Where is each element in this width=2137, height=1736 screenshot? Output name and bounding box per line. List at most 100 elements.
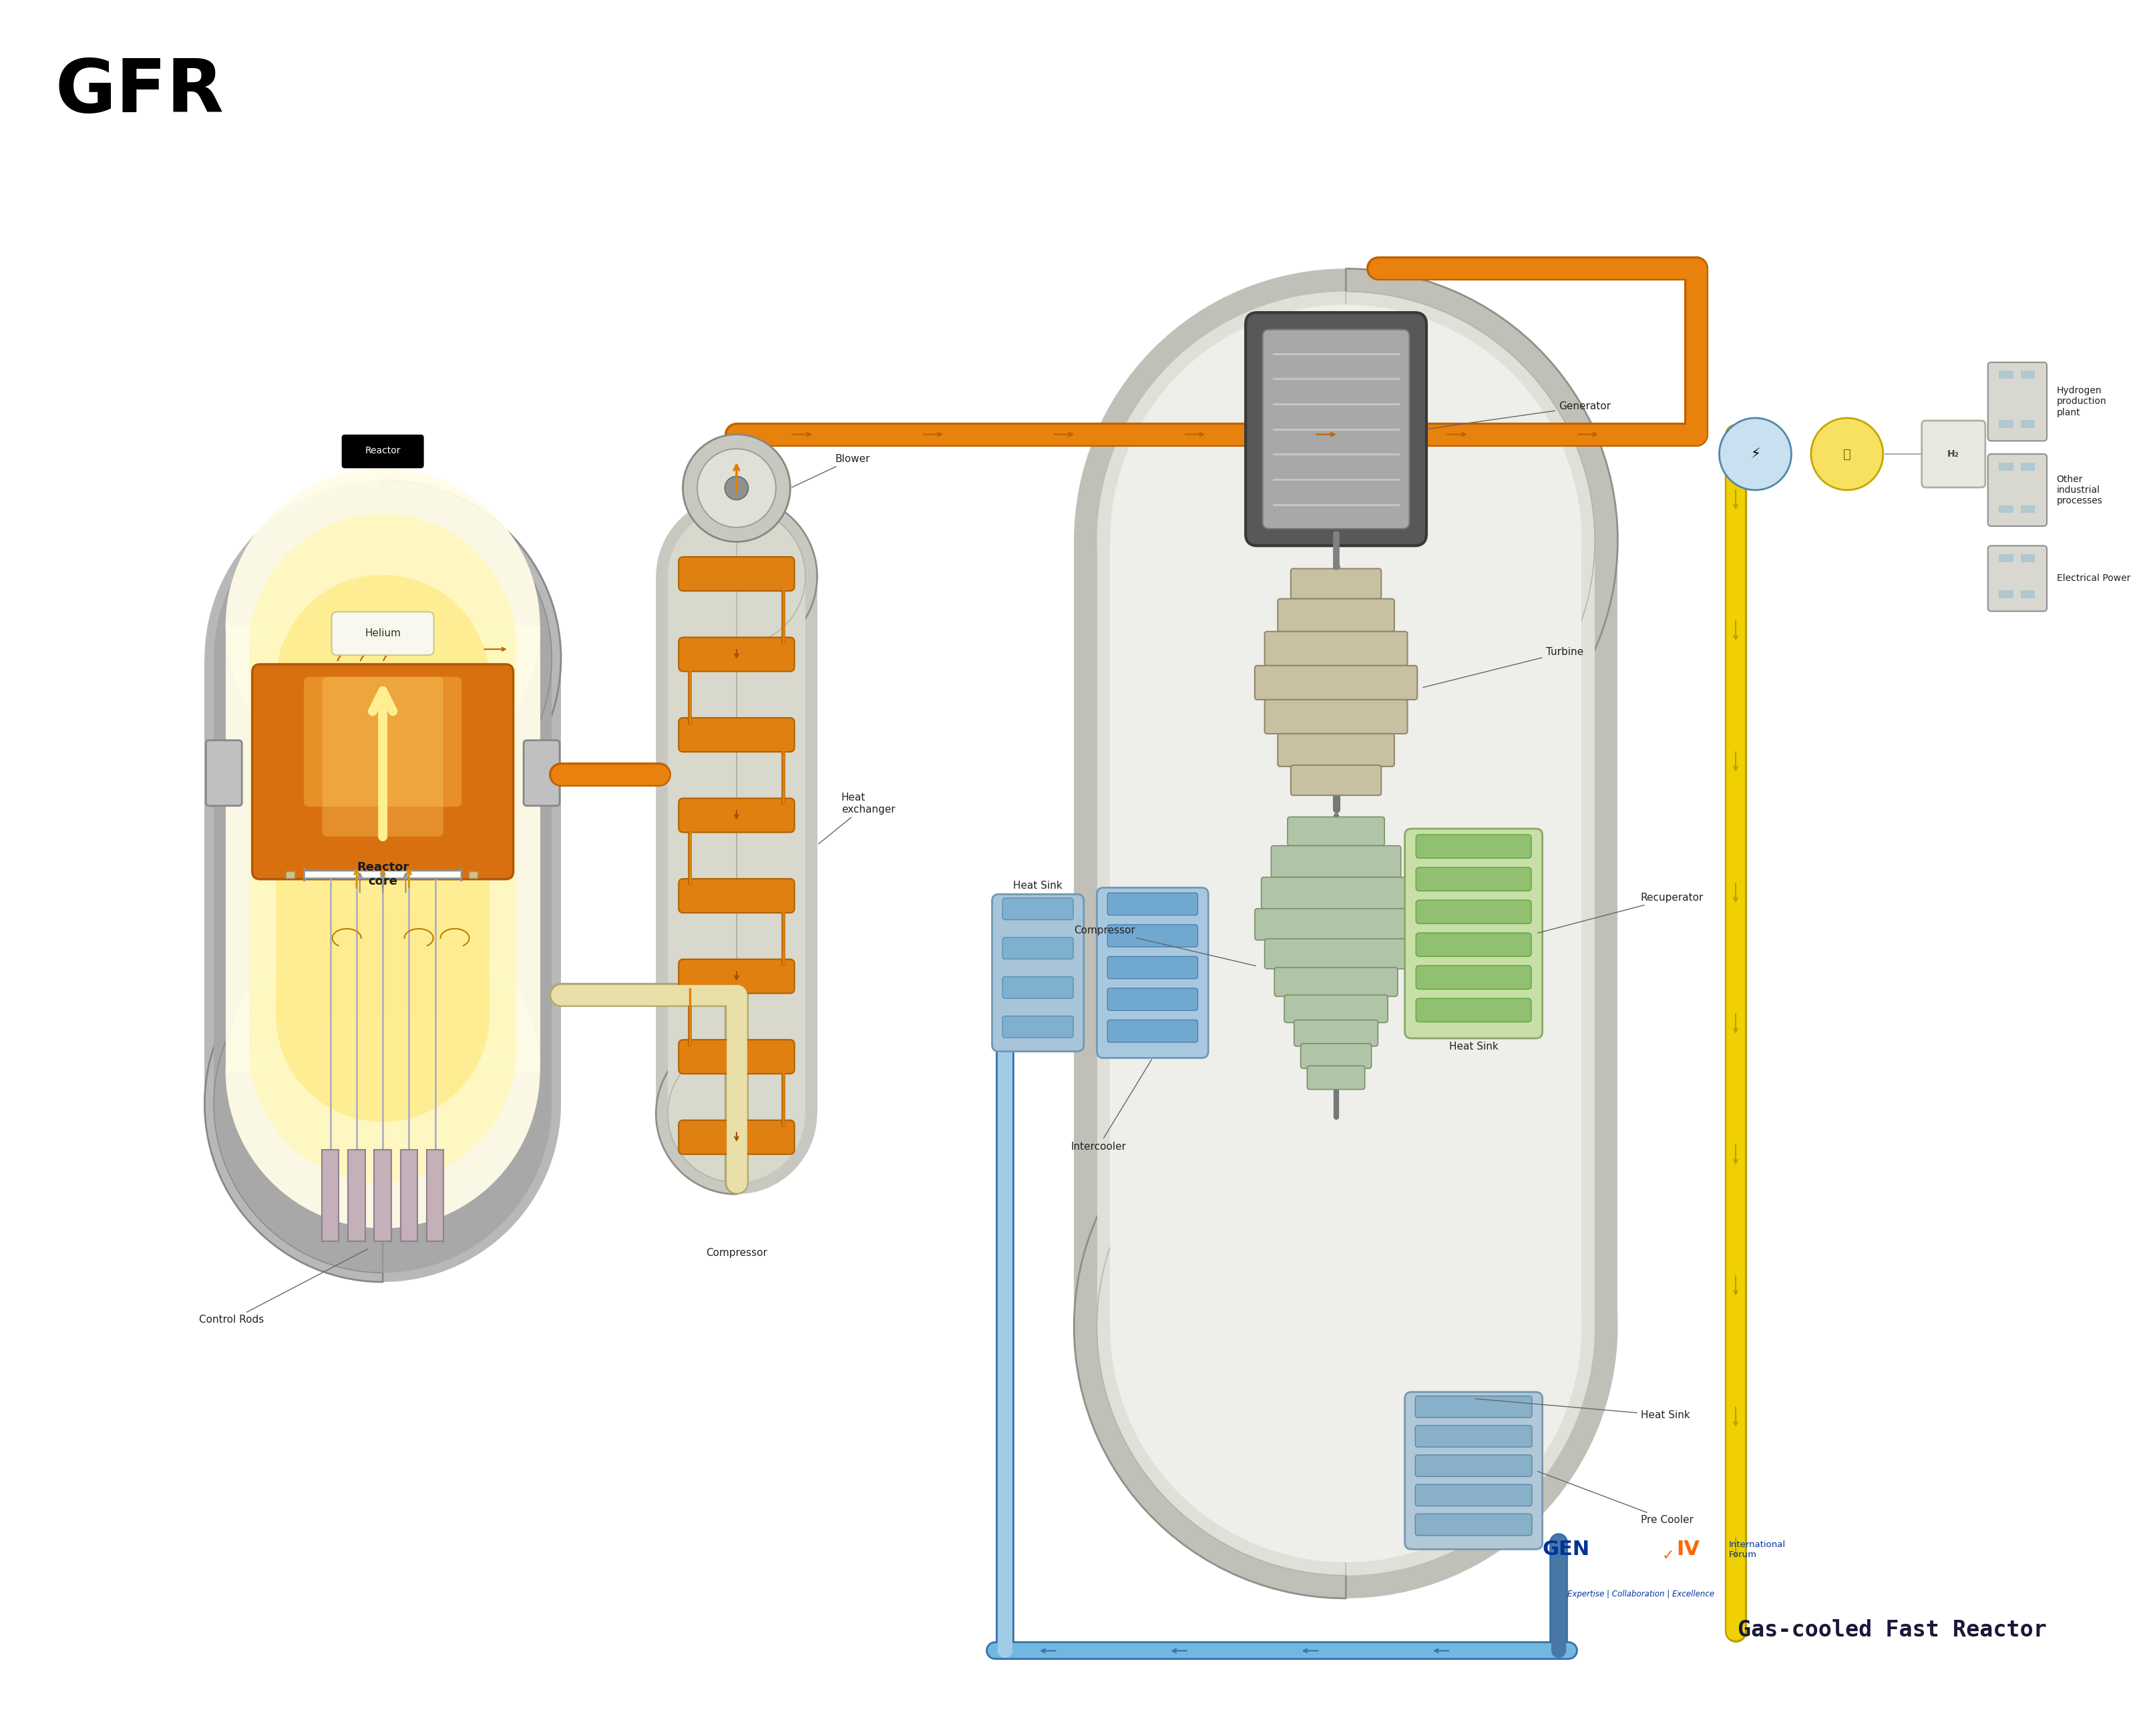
FancyBboxPatch shape	[680, 637, 795, 672]
FancyBboxPatch shape	[1286, 818, 1385, 845]
Text: GEN: GEN	[1543, 1540, 1590, 1559]
FancyBboxPatch shape	[303, 677, 462, 807]
Ellipse shape	[656, 1033, 816, 1194]
FancyBboxPatch shape	[1107, 957, 1197, 979]
Bar	[2022, 420, 2034, 427]
FancyBboxPatch shape	[1987, 545, 2047, 611]
Ellipse shape	[667, 507, 806, 646]
Circle shape	[1810, 418, 1883, 490]
FancyBboxPatch shape	[524, 740, 560, 806]
Text: Heat Sink: Heat Sink	[1475, 1399, 1690, 1420]
Bar	[468, 871, 477, 878]
Ellipse shape	[1109, 1090, 1581, 1562]
Text: Expertise | Collaboration | Excellence: Expertise | Collaboration | Excellence	[1566, 1590, 1714, 1599]
FancyBboxPatch shape	[1417, 965, 1532, 990]
FancyBboxPatch shape	[1921, 420, 1985, 488]
Bar	[214, 658, 551, 1104]
Bar	[1075, 540, 1618, 1326]
FancyBboxPatch shape	[1417, 868, 1532, 891]
Ellipse shape	[250, 514, 517, 781]
Ellipse shape	[656, 496, 816, 658]
FancyBboxPatch shape	[1278, 599, 1393, 632]
Ellipse shape	[227, 469, 541, 783]
FancyBboxPatch shape	[1107, 1021, 1197, 1042]
Ellipse shape	[250, 915, 517, 1182]
FancyBboxPatch shape	[1254, 908, 1417, 941]
Bar	[1998, 372, 2013, 378]
FancyBboxPatch shape	[680, 960, 795, 993]
Circle shape	[1720, 418, 1791, 490]
FancyBboxPatch shape	[680, 1040, 795, 1075]
Bar	[1998, 420, 2013, 427]
FancyBboxPatch shape	[1261, 877, 1410, 908]
Bar	[417, 871, 425, 878]
Text: Gas-cooled Fast Reactor: Gas-cooled Fast Reactor	[1737, 1620, 2047, 1641]
FancyBboxPatch shape	[1107, 892, 1197, 915]
Ellipse shape	[214, 490, 551, 828]
Ellipse shape	[1096, 292, 1594, 790]
Ellipse shape	[205, 481, 562, 837]
FancyBboxPatch shape	[1002, 937, 1073, 958]
FancyBboxPatch shape	[1096, 887, 1207, 1057]
FancyBboxPatch shape	[1263, 330, 1410, 529]
Text: Generator: Generator	[1428, 401, 1611, 429]
FancyBboxPatch shape	[1291, 569, 1381, 599]
Circle shape	[724, 476, 748, 500]
Ellipse shape	[276, 908, 489, 1121]
FancyBboxPatch shape	[1284, 995, 1387, 1023]
FancyBboxPatch shape	[1254, 665, 1417, 700]
Text: Blower: Blower	[793, 453, 870, 488]
FancyBboxPatch shape	[1987, 455, 2047, 526]
Text: H₂: H₂	[1947, 450, 1960, 458]
Text: International
Forum: International Forum	[1729, 1540, 1787, 1559]
FancyBboxPatch shape	[1107, 988, 1197, 1010]
Text: Control Rods: Control Rods	[199, 1248, 368, 1325]
Bar	[338, 871, 346, 878]
Text: Pre Cooler: Pre Cooler	[1539, 1472, 1693, 1524]
FancyBboxPatch shape	[205, 740, 241, 806]
Bar	[391, 871, 400, 878]
Text: Recuperator: Recuperator	[1539, 892, 1703, 932]
FancyBboxPatch shape	[1987, 363, 2047, 441]
Bar	[250, 648, 517, 1049]
Bar	[1096, 540, 1594, 1326]
Bar	[427, 1149, 444, 1241]
FancyBboxPatch shape	[1272, 845, 1402, 877]
Bar	[312, 871, 321, 878]
FancyBboxPatch shape	[680, 717, 795, 752]
FancyBboxPatch shape	[323, 677, 442, 837]
Text: Heat
exchanger: Heat exchanger	[818, 793, 895, 844]
FancyBboxPatch shape	[342, 436, 423, 467]
Bar	[656, 576, 816, 1113]
Bar	[2022, 462, 2034, 470]
Bar	[348, 1149, 365, 1241]
FancyBboxPatch shape	[992, 894, 1083, 1052]
Text: Heat Sink: Heat Sink	[1013, 880, 1062, 891]
FancyBboxPatch shape	[680, 799, 795, 832]
Text: Turbine: Turbine	[1423, 648, 1584, 687]
FancyBboxPatch shape	[680, 878, 795, 913]
FancyBboxPatch shape	[1417, 835, 1532, 858]
Bar	[2022, 505, 2034, 512]
Bar	[2022, 590, 2034, 599]
FancyBboxPatch shape	[1415, 1425, 1532, 1448]
Bar	[1998, 505, 2013, 512]
FancyBboxPatch shape	[1107, 925, 1197, 946]
Text: IV: IV	[1678, 1540, 1701, 1559]
FancyBboxPatch shape	[680, 1120, 795, 1154]
Text: Intercooler: Intercooler	[1071, 1059, 1152, 1151]
Text: Helium: Helium	[365, 628, 402, 639]
Ellipse shape	[1096, 1078, 1594, 1576]
Bar	[1109, 540, 1581, 1326]
Text: Reactor
core: Reactor core	[357, 861, 408, 887]
Text: ⚡: ⚡	[1750, 448, 1761, 460]
Bar	[667, 576, 806, 1113]
FancyBboxPatch shape	[1404, 1392, 1543, 1549]
FancyBboxPatch shape	[331, 611, 434, 654]
Bar	[2022, 372, 2034, 378]
FancyBboxPatch shape	[1415, 1484, 1532, 1507]
Ellipse shape	[276, 575, 489, 788]
FancyBboxPatch shape	[1265, 700, 1408, 734]
FancyBboxPatch shape	[1274, 967, 1398, 996]
Bar	[205, 658, 562, 1104]
